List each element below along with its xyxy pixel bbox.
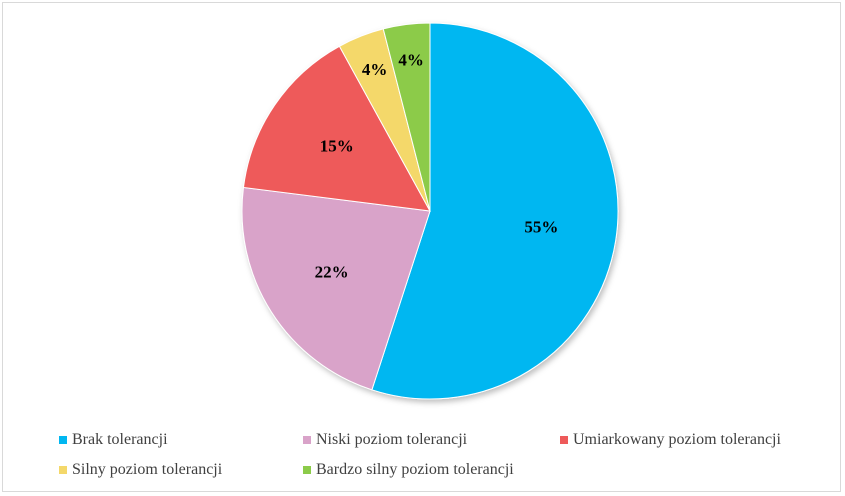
- legend-label: Brak tolerancji: [72, 431, 168, 448]
- legend-swatch: [59, 436, 67, 444]
- pie-slice-brak-tolerancji: [371, 22, 619, 400]
- legend-label: Silny poziom tolerancji: [72, 461, 223, 478]
- legend-label: Umiarkowany poziom tolerancji: [573, 431, 781, 448]
- slice-data-label: 22%: [315, 262, 349, 281]
- legend-item-bardzo-silny-poziom-tolerancji: Bardzo silny poziom tolerancji: [303, 461, 514, 479]
- slice-data-label: 4%: [398, 51, 424, 70]
- legend-swatch: [303, 466, 311, 474]
- slice-data-label: 55%: [524, 218, 558, 237]
- legend-item-silny-poziom-tolerancji: Silny poziom tolerancji: [59, 461, 222, 479]
- legend-swatch: [59, 466, 67, 474]
- pie-slice-niski-poziom-tolerancji: [241, 186, 431, 391]
- legend-label: Bardzo silny poziom tolerancji: [316, 461, 514, 478]
- slice-data-label: 4%: [362, 60, 388, 79]
- legend-item-niski-poziom-tolerancji: Niski poziom tolerancji: [303, 431, 467, 449]
- pie-chart: 55% 22% 15% 4% 4%: [241, 22, 619, 400]
- legend-swatch: [560, 436, 568, 444]
- legend-swatch: [303, 436, 311, 444]
- pie-slice-umiarkowany-poziom-tolerancji: [242, 45, 431, 212]
- legend-item-brak-tolerancji: Brak tolerancji: [59, 431, 168, 449]
- slice-data-label: 15%: [320, 137, 354, 156]
- legend-label: Niski poziom tolerancji: [316, 431, 468, 448]
- legend-item-umiarkowany-poziom-tolerancji: Umiarkowany poziom tolerancji: [560, 431, 781, 449]
- pie-slice-bardzo-silny-poziom-tolerancji: [382, 22, 431, 212]
